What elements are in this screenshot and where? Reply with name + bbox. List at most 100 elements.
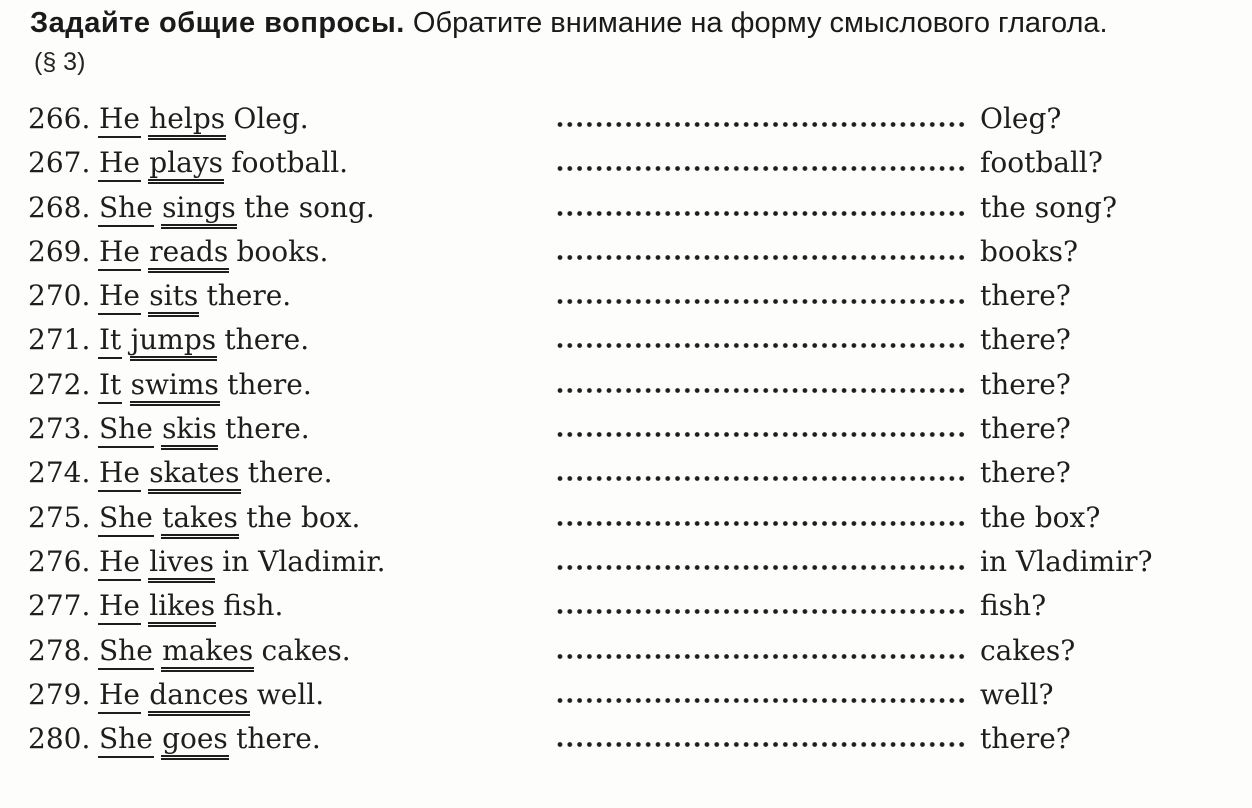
item-number: 271. (28, 323, 91, 357)
sentence-verb: sits (148, 279, 200, 318)
sentence-subject: He (98, 234, 141, 271)
item-number: 275. (28, 500, 91, 534)
sentence-subject: He (98, 589, 141, 626)
exercise-row: 270. He sits there. there? (28, 279, 1238, 323)
sentence-verb: goes (161, 722, 229, 761)
sentence-subject: It (98, 367, 123, 404)
answer-blank (557, 121, 967, 128)
item-sentence: He reads books. (98, 234, 557, 273)
item-number: 269. (28, 234, 91, 268)
sentence-verb: makes (161, 633, 255, 672)
question-ending: football? (980, 146, 1103, 180)
item-sentence: She skis there. (98, 412, 557, 451)
sentence-rest: there. (206, 279, 292, 313)
item-number: 279. (28, 677, 91, 711)
sentence-rest: the song. (243, 190, 375, 224)
answer-blank (557, 696, 967, 704)
item-number: 276. (28, 544, 91, 578)
exercise-row: 277. He likes fish. fish? (28, 589, 1238, 633)
answer-blank (557, 209, 967, 217)
sentence-subject: He (98, 102, 141, 138)
sentence-rest: there. (224, 323, 310, 357)
item-number: 272. (28, 367, 91, 401)
question-ending: Oleg? (980, 102, 1062, 135)
sentence-rest: football. (231, 146, 349, 180)
item-sentence: It swims there. (98, 367, 557, 406)
answer-blank (557, 165, 967, 173)
sentence-verb: skis (161, 412, 218, 451)
question-ending: the song? (980, 190, 1117, 224)
question-ending: there? (980, 367, 1071, 401)
item-sentence: He skates there. (98, 456, 557, 495)
answer-blank (557, 741, 967, 749)
question-ending: there? (980, 279, 1071, 313)
sentence-subject: She (98, 412, 154, 449)
sentence-verb: helps (148, 102, 227, 140)
item-number: 280. (28, 722, 91, 756)
question-ending: well? (980, 677, 1054, 711)
item-sentence: He sits there. (98, 279, 557, 318)
item-sentence: He likes fish. (98, 589, 557, 628)
sentence-rest: there. (225, 412, 310, 446)
sentence-verb: reads (148, 234, 230, 273)
instruction-task: Задайте общие вопросы. (30, 7, 405, 39)
exercise-row: 269. He reads books. books? (28, 234, 1238, 279)
sentence-rest: there. (227, 367, 312, 401)
sentence-rest: fish. (223, 589, 284, 623)
item-sentence: He dances well. (98, 677, 557, 716)
answer-blank (557, 253, 967, 261)
item-number: 277. (28, 589, 91, 623)
item-sentence: She makes cakes. (98, 633, 557, 672)
question-ending: books? (980, 234, 1078, 268)
question-ending: in Vladimir? (980, 544, 1153, 578)
exercise-row: 266. He helps Oleg. Oleg? (28, 102, 1238, 146)
question-ending: there? (980, 722, 1071, 756)
instruction-note: Обратите внимание на форму смыслового гл… (404, 7, 1108, 39)
sentence-subject: It (98, 323, 123, 360)
sentence-subject: She (98, 190, 154, 227)
exercise-row: 275. She takes the box. the box? (28, 500, 1238, 545)
question-ending: there? (980, 323, 1071, 357)
question-ending: the box? (980, 500, 1101, 534)
answer-blank (557, 519, 967, 527)
sentence-verb: sings (161, 190, 237, 229)
question-ending: fish? (980, 589, 1047, 623)
sentence-verb: swims (129, 367, 220, 406)
item-number: 268. (28, 190, 91, 224)
exercise-row: 273. She skis there. there? (28, 412, 1238, 456)
sentence-rest: Oleg. (233, 102, 309, 135)
answer-blank (557, 431, 967, 439)
answer-blank (557, 298, 967, 306)
sentence-verb: lives (148, 544, 215, 583)
item-sentence: She sings the song. (98, 190, 557, 229)
exercise-instruction: Задайте общие вопросы. Обратите внимание… (30, 6, 1108, 40)
sentence-rest: books. (236, 234, 329, 268)
exercise-row: 276. He lives in Vladimir. in Vladimir? (28, 544, 1238, 589)
sentence-verb: skates (148, 456, 241, 495)
item-number: 270. (28, 279, 91, 313)
exercise-row: 278. She makes cakes. cakes? (28, 633, 1238, 678)
exercise-row: 267. He plays football. football? (28, 146, 1238, 190)
item-number: 274. (28, 456, 91, 490)
exercise-row: 268. She sings the song. the song? (28, 190, 1238, 235)
item-sentence: She takes the box. (98, 500, 557, 539)
sentence-rest: there. (247, 456, 333, 490)
item-sentence: He helps Oleg. (98, 102, 557, 140)
sentence-subject: He (98, 544, 141, 581)
sentence-verb: takes (161, 500, 239, 539)
sentence-verb: plays (148, 146, 225, 185)
item-number: 278. (28, 633, 91, 667)
sentence-subject: He (98, 456, 141, 493)
question-ending: cakes? (980, 633, 1076, 667)
exercise-list: 266. He helps Oleg. Oleg? 267. He plays footbal… (28, 102, 1238, 766)
question-ending: there? (980, 456, 1071, 490)
answer-blank (557, 475, 967, 483)
item-number: 273. (28, 412, 91, 446)
sentence-subject: She (98, 633, 154, 670)
sentence-subject: She (98, 500, 154, 537)
sentence-subject: He (98, 146, 141, 183)
sentence-subject: He (98, 279, 141, 316)
question-ending: there? (980, 412, 1071, 446)
sentence-verb: likes (148, 589, 217, 628)
